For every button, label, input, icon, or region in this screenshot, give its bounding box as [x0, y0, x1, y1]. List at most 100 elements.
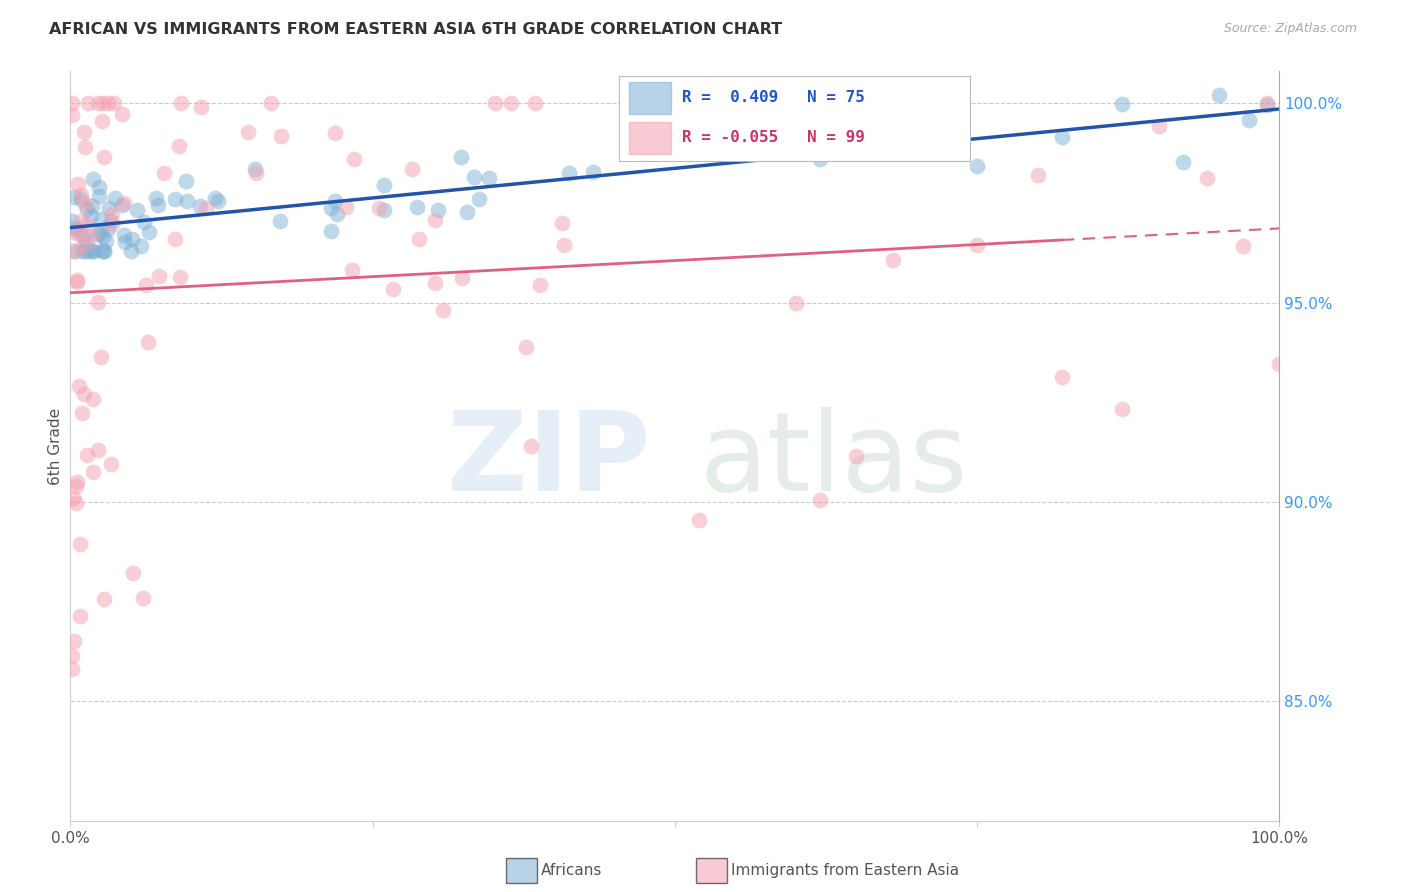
Point	[170, 96, 193, 111]
Point	[207, 194, 229, 209]
Point	[87, 96, 110, 111]
Text: R =  0.409   N = 75: R = 0.409 N = 75	[682, 90, 865, 105]
Text: Immigrants from Eastern Asia: Immigrants from Eastern Asia	[731, 863, 959, 878]
Point	[73, 197, 96, 211]
Point	[558, 165, 581, 179]
Point	[451, 271, 474, 285]
Point	[373, 202, 395, 217]
Text: ZIP: ZIP	[447, 408, 651, 515]
Point	[245, 166, 267, 180]
Point	[582, 164, 605, 178]
Point	[104, 191, 127, 205]
Point	[165, 232, 187, 246]
Point	[326, 207, 349, 221]
Point	[120, 244, 142, 258]
Point	[66, 222, 89, 236]
Point	[100, 458, 122, 472]
Point	[321, 201, 343, 215]
Point	[153, 166, 176, 180]
Point	[401, 161, 423, 176]
Point	[129, 239, 152, 253]
Point	[132, 215, 155, 229]
Point	[1111, 402, 1133, 417]
Point	[65, 496, 87, 510]
Point	[82, 244, 104, 258]
Text: Africans: Africans	[541, 863, 603, 878]
Point	[929, 131, 952, 145]
Point	[243, 162, 266, 177]
Point	[65, 275, 87, 289]
Point	[136, 334, 159, 349]
Point	[101, 207, 124, 221]
Point	[929, 128, 952, 143]
Point	[86, 442, 108, 457]
Point	[65, 478, 87, 492]
Point	[236, 125, 259, 139]
Point	[463, 169, 485, 184]
Point	[62, 244, 84, 258]
Point	[72, 227, 94, 242]
Point	[425, 213, 447, 227]
Point	[91, 113, 114, 128]
Point	[90, 351, 112, 365]
Point	[145, 191, 167, 205]
Point	[67, 178, 90, 192]
Point	[1147, 119, 1170, 133]
Point	[167, 139, 190, 153]
Point	[112, 196, 135, 211]
Point	[785, 296, 807, 310]
Point	[100, 214, 122, 228]
Point	[93, 150, 115, 164]
Point	[89, 225, 111, 239]
Point	[82, 392, 104, 406]
Point	[121, 566, 143, 581]
Point	[450, 150, 472, 164]
Point	[1195, 170, 1218, 185]
Point	[551, 216, 574, 230]
Point	[63, 190, 86, 204]
Point	[111, 198, 134, 212]
Point	[1208, 88, 1230, 103]
Point	[138, 225, 160, 239]
Bar	[630, 121, 671, 153]
Point	[373, 178, 395, 193]
Point	[688, 512, 710, 526]
Point	[845, 449, 868, 463]
Point	[82, 199, 104, 213]
Point	[1256, 96, 1278, 111]
Point	[90, 244, 112, 258]
Point	[70, 214, 93, 228]
Point	[808, 153, 831, 167]
Point	[966, 159, 988, 173]
Point	[77, 244, 100, 258]
Point	[406, 200, 429, 214]
Point	[808, 492, 831, 507]
Y-axis label: 6th Grade: 6th Grade	[48, 408, 63, 484]
Point	[426, 203, 449, 218]
Point	[148, 198, 170, 212]
Point	[75, 244, 97, 258]
Point	[523, 96, 546, 111]
Point	[882, 95, 904, 110]
Point	[82, 244, 104, 258]
Point	[90, 212, 112, 227]
Point	[82, 171, 104, 186]
Point	[204, 191, 226, 205]
Text: AFRICAN VS IMMIGRANTS FROM EASTERN ASIA 6TH GRADE CORRELATION CHART: AFRICAN VS IMMIGRANTS FROM EASTERN ASIA …	[49, 22, 782, 37]
Point	[69, 536, 91, 550]
Point	[82, 465, 104, 479]
Point	[1232, 238, 1254, 252]
Point	[114, 235, 136, 249]
Point	[270, 128, 292, 143]
Point	[1050, 130, 1073, 145]
Point	[135, 277, 157, 292]
Point	[520, 439, 543, 453]
Point	[60, 649, 83, 664]
Point	[467, 192, 489, 206]
Point	[319, 224, 342, 238]
Point	[529, 278, 551, 293]
Point	[73, 139, 96, 153]
Point	[91, 228, 114, 243]
Point	[499, 96, 522, 111]
Point	[112, 227, 135, 242]
